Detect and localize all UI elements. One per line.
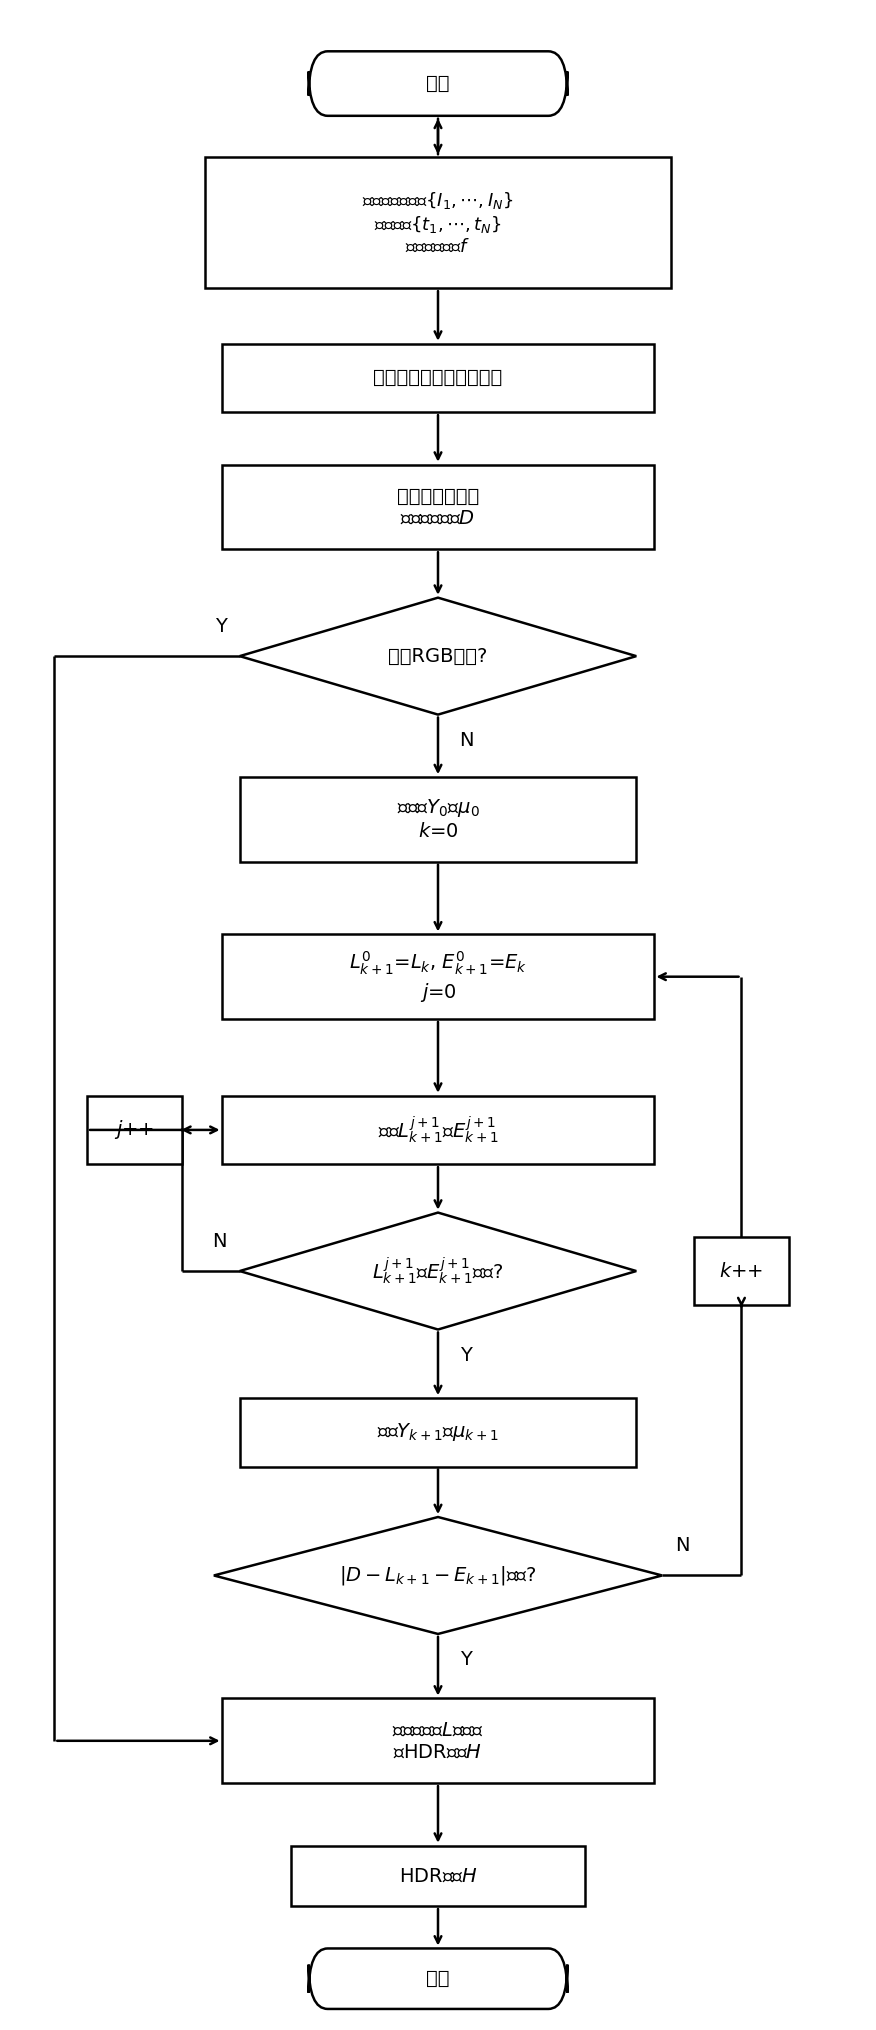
Text: Y: Y [460,1346,471,1364]
Text: 多曝光图像序列$\{I_1,\cdots,I_N\}$
曝光时间$\{t_1,\cdots,t_N\}$
相机响应函数$f$: 多曝光图像序列$\{I_1,\cdots,I_N\}$ 曝光时间$\{t_1,\… [363,189,513,256]
Bar [694,1236,789,1305]
Bar [292,1845,584,1906]
Text: 结束: 结束 [427,1969,449,1987]
Text: 初始化$Y_0$和$\mu_0$
$k$=0: 初始化$Y_0$和$\mu_0$ $k$=0 [397,798,479,842]
Text: 从低秩矩阵$L$求平均
得HDR图像$H$: 从低秩矩阵$L$求平均 得HDR图像$H$ [392,1719,484,1762]
Text: 更新$L^{j+1}_{k+1}$和$E^{j+1}_{k+1}$: 更新$L^{j+1}_{k+1}$和$E^{j+1}_{k+1}$ [378,1114,498,1145]
Text: N: N [212,1232,227,1250]
Bar [223,465,653,550]
FancyBboxPatch shape [308,1949,568,2010]
Text: N: N [460,731,474,749]
Bar [205,156,671,288]
Bar [223,1096,653,1163]
Text: $L^0_{k+1}$=$L_k$, $E^0_{k+1}$=$E_k$
$j$=0: $L^0_{k+1}$=$L_k$, $E^0_{k+1}$=$E_k$ $j$… [349,950,527,1003]
FancyBboxPatch shape [308,51,568,116]
Text: 完成RGB处理?: 完成RGB处理? [388,648,488,666]
Text: $j$++: $j$++ [115,1119,155,1141]
Text: N: N [675,1537,689,1555]
Bar [223,934,653,1019]
Text: $|D-L_{k+1}-E_{k+1}|$收敛?: $|D-L_{k+1}-E_{k+1}|$收敛? [339,1563,537,1587]
Polygon shape [214,1516,662,1634]
Bar [87,1096,182,1163]
Polygon shape [240,597,636,715]
Text: Y: Y [215,617,227,635]
Polygon shape [240,1212,636,1330]
Bar [223,1699,653,1782]
Text: 向量化图像序列
构成数据矩阵$D$: 向量化图像序列 构成数据矩阵$D$ [397,487,479,528]
Text: 多曝光图像序列辐射校正: 多曝光图像序列辐射校正 [373,367,503,388]
Text: HDR图像$H$: HDR图像$H$ [399,1866,477,1886]
Bar [240,1399,636,1466]
Bar [240,777,636,863]
Bar [223,343,653,412]
Text: 开始: 开始 [427,73,449,93]
Text: $L^{j+1}_{k+1}$和$E^{j+1}_{k+1}$收敛?: $L^{j+1}_{k+1}$和$E^{j+1}_{k+1}$收敛? [372,1255,504,1287]
Text: 更新$Y_{k+1}$和$\mu_{k+1}$: 更新$Y_{k+1}$和$\mu_{k+1}$ [377,1421,499,1443]
Text: $k$++: $k$++ [719,1261,764,1281]
Text: Y: Y [460,1650,471,1669]
